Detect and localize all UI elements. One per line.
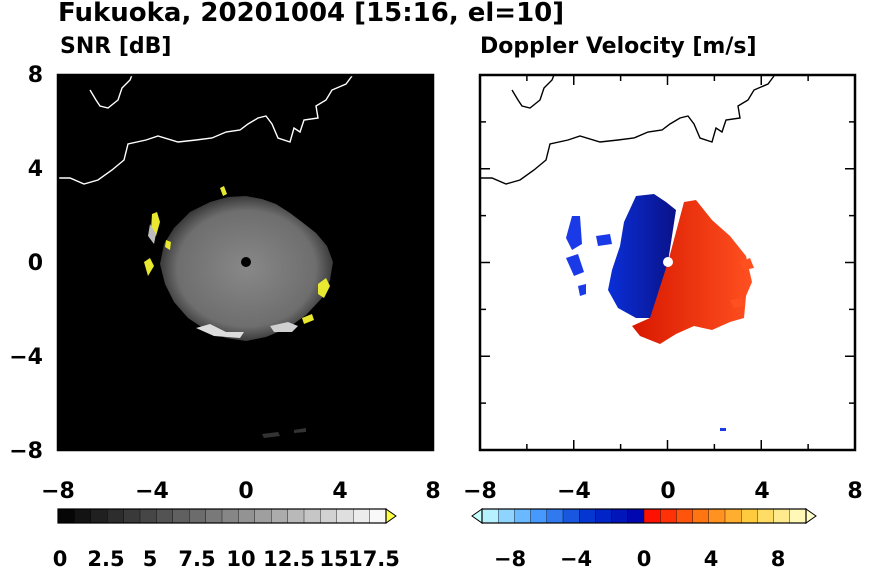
velocity-colorbar-cell [789,508,807,524]
snr-colorbar-tick: 10 [226,547,255,570]
snr-colorbar-cell [254,508,272,524]
snr-xtick: −8 [41,479,75,504]
snr-ytick: 8 [28,63,43,88]
snr-colorbar-cell [188,508,207,524]
snr-colorbar-tick: 15 [319,547,348,570]
velocity-colorbar-cell [530,508,548,524]
velocity-colorbar-tick: −8 [494,547,526,570]
velocity-colorbar-cell [692,508,710,524]
velocity-colorbar-cell [676,508,694,524]
velocity-receding-region [632,200,752,344]
snr-colorbar-tick: 0 [53,547,68,570]
snr-colorbar-cell [353,508,371,524]
snr-ytick: −8 [9,439,43,464]
velocity-colorbar-cell [611,508,629,524]
velocity-coastline [480,75,775,185]
velocity-colorbar-tick: 0 [637,547,652,570]
snr-colorbar-cell [156,508,174,524]
velocity-axis-ticks [479,74,856,451]
velocity-radar-site-marker [663,257,673,267]
velocity-colorbar-extend-min [471,508,483,524]
snr-xtick: 8 [425,479,440,504]
snr-xtick: 4 [332,479,347,504]
snr-high-echo-patches [144,186,330,438]
snr-colorbar-cell [90,508,108,524]
velocity-colorbar-cell [643,508,661,524]
snr-colorbar-cell [320,508,338,524]
snr-colorbar-tick: 12.5 [263,547,315,570]
velocity-xtick: −8 [463,479,497,504]
snr-colorbar-cell [287,508,305,524]
velocity-colorbar-cell [546,508,564,524]
snr-colorbar-extend-max [385,508,397,524]
snr-colorbar-cell [369,508,387,524]
snr-xtick: 0 [238,479,253,504]
velocity-colorbar-cell [708,508,726,524]
velocity-colorbar-cell [741,508,759,524]
velocity-panel: −8 −4 0 4 8 [463,73,863,504]
snr-colorbar-tick: 5 [143,547,158,570]
velocity-colorbar-cell [481,508,499,524]
velocity-xtick: 4 [754,479,769,504]
snr-colorbar-frame [57,508,387,524]
snr-colorbar-cell [238,508,256,524]
velocity-xtick: 0 [660,479,675,504]
velocity-xtick: 8 [847,479,862,504]
velocity-panel-title: Doppler Velocity [m/s] [480,34,757,59]
velocity-colorbar-frame [481,508,807,524]
velocity-colorbar-cell [757,508,775,524]
snr-colorbar-cell [271,508,289,524]
snr-radar-site-marker [241,257,251,267]
velocity-colorbar-tick: 4 [704,547,719,570]
snr-panel: 8 4 0 −4 −8 −8 −4 0 4 8 [9,63,440,504]
snr-colorbar-tick: 17.5 [348,547,400,570]
snr-colorbar [57,508,397,524]
figure-title: Fukuoka, 20201004 [15:16, el=10] [58,0,565,28]
snr-ytick: −4 [9,345,43,370]
snr-colorbar-cell [123,508,141,524]
velocity-colorbar-cell [514,508,532,524]
snr-colorbar-cell [57,508,75,524]
velocity-colorbar [471,508,817,524]
velocity-colorbar-extend-max [805,508,817,524]
velocity-colorbar-cell [660,508,678,524]
velocity-approaching-region [608,194,676,318]
snr-colorbar-cell [106,508,125,524]
snr-axis-ticks [57,74,434,451]
velocity-coastline-north [511,75,555,109]
snr-colorbar-cell [303,508,321,524]
velocity-colorbar-cell [773,508,791,524]
snr-colorbar-cell [74,508,92,524]
snr-ytick: 0 [28,251,43,276]
velocity-colorbar-tick: 8 [771,547,786,570]
snr-colorbar-cell [205,508,223,524]
snr-colorbar-tick: 7.5 [178,547,215,570]
snr-ytick: 4 [28,157,43,182]
velocity-colorbar-cell [724,508,742,524]
snr-xtick: −4 [135,479,169,504]
snr-coastline-north [89,75,133,109]
snr-colorbar-cell [139,508,157,524]
velocity-xtick: −4 [557,479,591,504]
snr-colorbar-cell [336,508,354,524]
snr-panel-title: SNR [dB] [60,34,172,59]
snr-colorbar-cell [172,508,190,524]
velocity-colorbar-cell [579,508,597,524]
velocity-colorbar-tick: −4 [560,547,592,570]
snr-echo-region [160,196,333,341]
velocity-colorbar-cell [498,508,516,524]
velocity-colorbar-cell [595,508,613,524]
velocity-colorbar-cell [627,508,645,524]
snr-coastline [58,75,353,185]
snr-colorbar-cell [221,508,239,524]
velocity-scattered-echoes [566,216,754,431]
velocity-colorbar-cell [562,508,580,524]
snr-colorbar-tick: 2.5 [87,547,124,570]
